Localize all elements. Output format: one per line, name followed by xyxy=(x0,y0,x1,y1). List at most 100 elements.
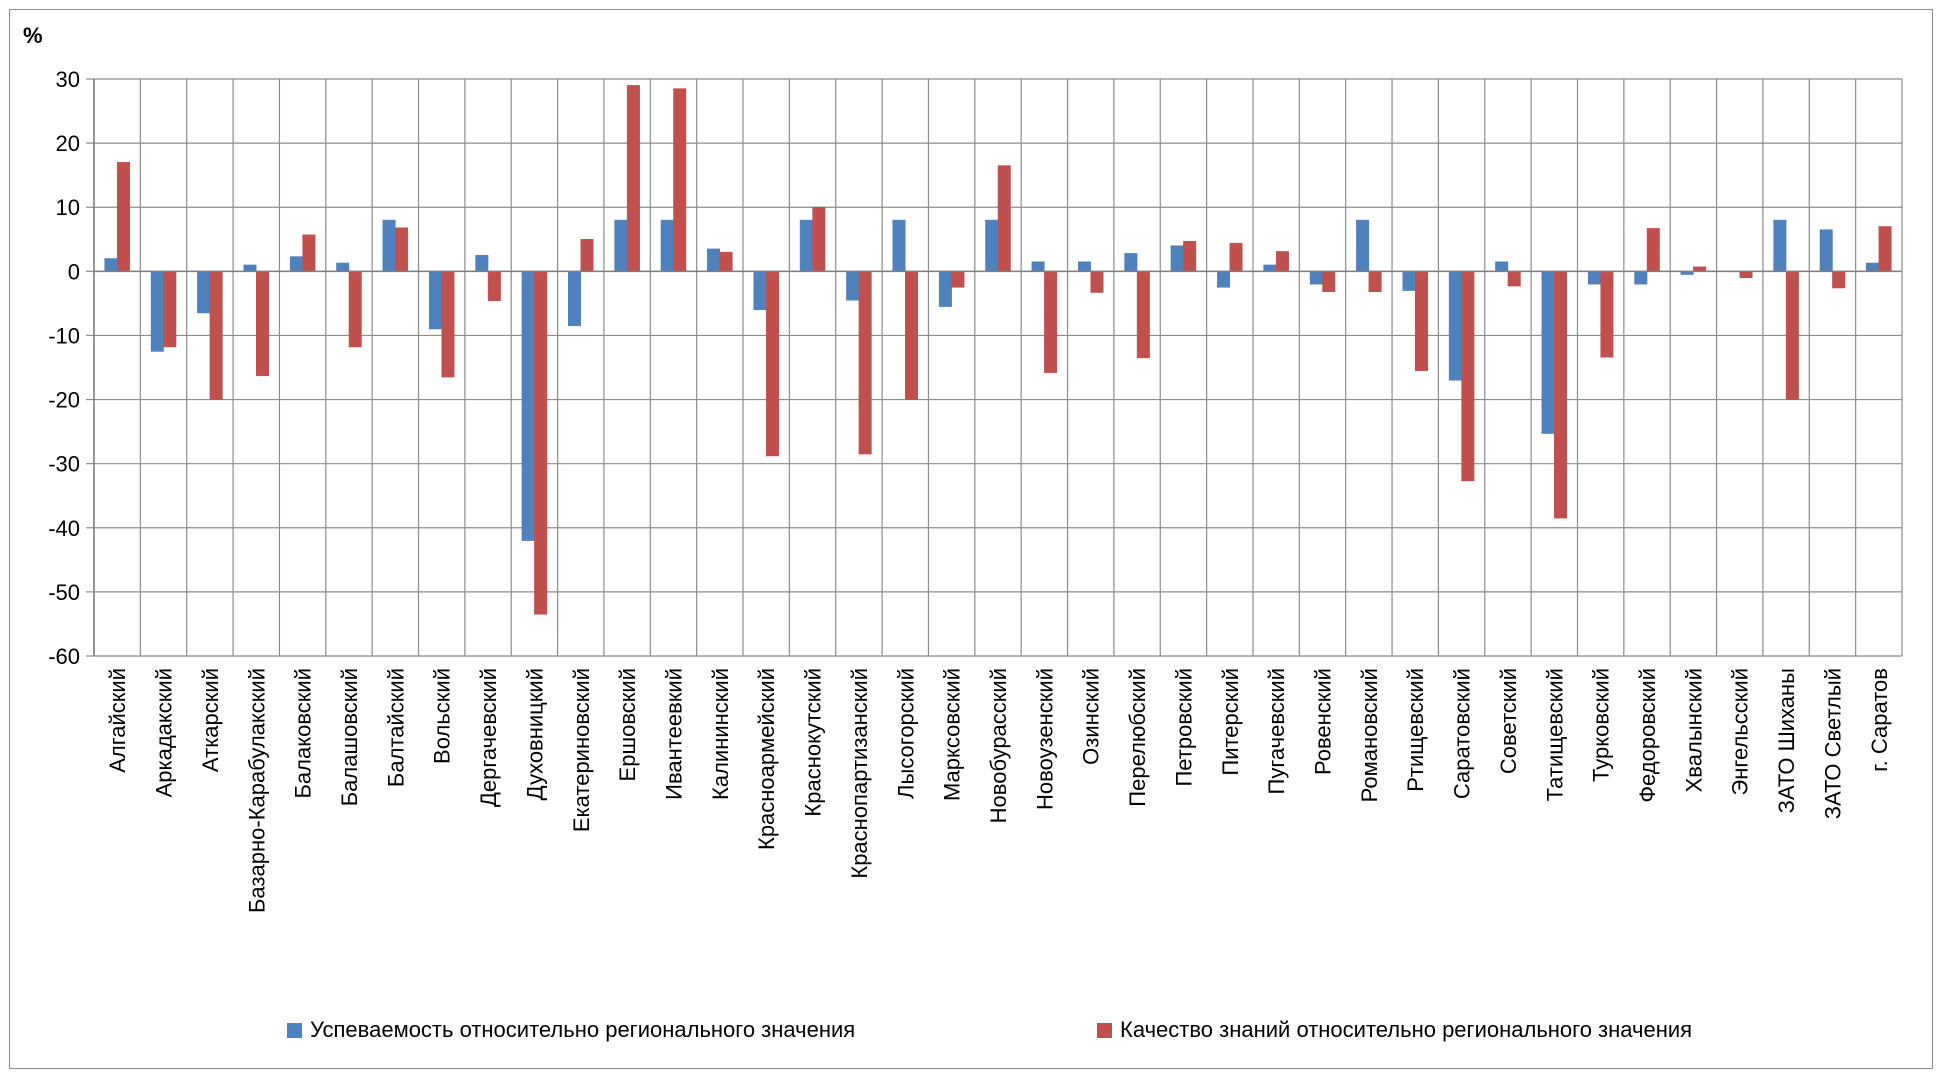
bar-series-1 xyxy=(1217,271,1231,288)
bar-series-1 xyxy=(289,256,303,272)
bar-series-2 xyxy=(116,162,130,272)
x-category-label: Аркадакский xyxy=(152,668,177,797)
x-category-label: Калининский xyxy=(708,668,733,800)
bar-series-1 xyxy=(1263,264,1277,272)
x-category-label: Краснокутский xyxy=(801,668,826,817)
bar-series-2 xyxy=(1275,251,1289,272)
y-tick-label: 10 xyxy=(56,195,80,220)
x-category-label: Ровенский xyxy=(1311,668,1336,775)
x-category-label: Турковский xyxy=(1589,668,1614,782)
gridlines xyxy=(93,78,1903,657)
bar-series-1 xyxy=(1819,229,1833,272)
x-category-label: Дергачевский xyxy=(476,668,501,807)
bar-series-1 xyxy=(799,219,813,272)
x-category-label: Федоровский xyxy=(1635,668,1660,803)
bar-series-2 xyxy=(719,251,733,272)
bar-series-2 xyxy=(673,88,687,272)
x-category-label: Саратовский xyxy=(1450,668,1475,799)
y-tick-label: -10 xyxy=(48,323,80,348)
bar-series-1 xyxy=(1448,271,1462,381)
bar-series-1 xyxy=(1634,271,1648,285)
legend: Успеваемость относительно регионального … xyxy=(287,1017,1692,1042)
bar-series-1 xyxy=(150,271,164,352)
bar-series-2 xyxy=(1785,271,1799,400)
bar-series-1 xyxy=(1356,219,1370,272)
bar-series-1 xyxy=(1402,271,1416,291)
bar-series-1 xyxy=(1587,271,1601,285)
bar-series-2 xyxy=(441,271,455,378)
bar-series-2 xyxy=(1832,271,1846,289)
bar-series-2 xyxy=(302,234,316,272)
bar-series-1 xyxy=(892,219,906,272)
x-category-label: Алгайский xyxy=(105,668,130,773)
bar-series-2 xyxy=(1739,271,1753,278)
x-category-label: Аткарский xyxy=(198,668,223,772)
legend-swatch xyxy=(287,1023,302,1038)
bar-series-2 xyxy=(626,85,640,272)
axes xyxy=(86,78,1902,657)
x-category-label: Духовницкий xyxy=(522,668,547,800)
bar-series-1 xyxy=(985,219,999,272)
bar-series-2 xyxy=(1878,226,1892,272)
bar-series-1 xyxy=(1773,219,1787,272)
bar-series-1 xyxy=(521,271,535,541)
bar-series-2 xyxy=(1229,242,1243,272)
bar-series-2 xyxy=(997,165,1011,272)
y-tick-label: -40 xyxy=(48,516,80,541)
bar-series-2 xyxy=(951,271,965,288)
bar-series-1 xyxy=(1541,271,1555,434)
x-category-label: ЗАТО Шиханы xyxy=(1774,668,1799,813)
x-category-label: Красноармейский xyxy=(754,668,779,850)
bar-series-2 xyxy=(858,271,872,455)
bar-series-2 xyxy=(905,271,919,400)
bar-series-2 xyxy=(765,271,779,457)
bar-series-2 xyxy=(534,271,548,615)
legend-label: Качество знаний относительно регионально… xyxy=(1120,1017,1692,1042)
bar-series-2 xyxy=(209,271,223,400)
bar-series-1 xyxy=(428,271,442,330)
x-category-label: Перелюбский xyxy=(1125,668,1150,807)
x-category-label: Вольский xyxy=(430,668,455,764)
y-tick-label: -60 xyxy=(48,644,80,669)
bar-series-1 xyxy=(753,271,767,311)
chart-frame xyxy=(9,9,1933,1069)
x-category-label: Лысогорский xyxy=(893,668,918,799)
bar-series-1 xyxy=(1031,261,1045,272)
bar-series-1 xyxy=(614,219,628,272)
bar-series-2 xyxy=(1090,271,1104,293)
bar-series-1 xyxy=(1495,261,1509,272)
x-category-label: Хвалынский xyxy=(1681,668,1706,792)
x-category-label: Балаковский xyxy=(291,668,316,799)
bar-series-1 xyxy=(1124,253,1138,272)
bar-series-1 xyxy=(1866,262,1880,272)
legend-swatch xyxy=(1097,1023,1112,1038)
bar-series-2 xyxy=(1136,271,1150,359)
bar-series-1 xyxy=(938,271,952,307)
x-category-label: ЗАТО Светлый xyxy=(1820,668,1845,819)
bar-series-2 xyxy=(1044,271,1058,373)
x-category-label: Базарно-Карабулакский xyxy=(244,668,269,913)
x-category-label: Марксовский xyxy=(940,668,965,801)
bar-series-2 xyxy=(1414,271,1428,371)
bar-series-1 xyxy=(1077,261,1091,272)
y-tick-labels: 30 20 10 0 -10 -20 -30 -40 -50 -60 xyxy=(48,67,80,669)
x-category-label: Екатериновский xyxy=(569,668,594,832)
x-category-label: Озинский xyxy=(1079,668,1104,765)
x-category-label: Новоузенский xyxy=(1032,668,1057,810)
bar-series-2 xyxy=(1461,271,1475,482)
x-category-label: Ртищевский xyxy=(1403,668,1428,792)
bar-series-2 xyxy=(1554,271,1568,519)
y-tick-label: 20 xyxy=(56,131,80,156)
bar-series-2 xyxy=(395,227,409,272)
bar-series-2 xyxy=(1368,271,1382,293)
legend-label: Успеваемость относительно регионального … xyxy=(310,1017,855,1042)
bar-series-2 xyxy=(348,271,362,348)
y-tick-label: -50 xyxy=(48,580,80,605)
bars xyxy=(104,85,1892,615)
y-tick-label: -30 xyxy=(48,452,80,477)
bar-series-2 xyxy=(256,271,270,377)
y-tick-label: 0 xyxy=(68,259,80,284)
bar-series-1 xyxy=(104,258,118,272)
bar-series-1 xyxy=(846,271,860,301)
